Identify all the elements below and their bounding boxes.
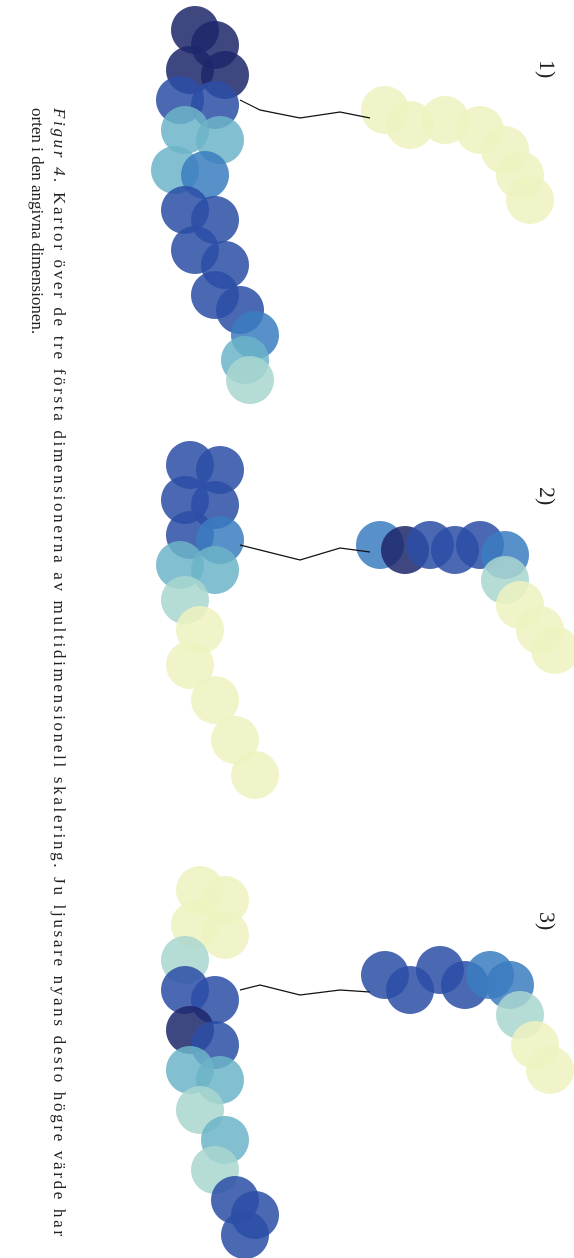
caption-text: Kartor över de tre första dimensionerna … (50, 185, 69, 1236)
caption-line: Figur 4. Kartor över de tre första dimen… (50, 107, 69, 1236)
map-coastline (240, 985, 370, 995)
map-region (226, 356, 274, 404)
map-region (506, 176, 554, 224)
page: 1) 2) 3) Figur 4. Kartor över de tre för… (0, 0, 574, 1258)
map-region (526, 1046, 574, 1094)
map-region (221, 1211, 269, 1258)
map-coastline (240, 100, 370, 118)
caption-line: orten i den angivna dimensionen. (28, 108, 47, 334)
caption-label: Figur 4. (50, 107, 69, 182)
panel-label: 2) (535, 487, 560, 505)
map-region (231, 751, 279, 799)
map-region (201, 911, 249, 959)
maps (151, 6, 574, 1258)
panel-label: 3) (535, 912, 560, 930)
panel-label: 1) (535, 60, 560, 78)
map-coastline (240, 545, 370, 560)
